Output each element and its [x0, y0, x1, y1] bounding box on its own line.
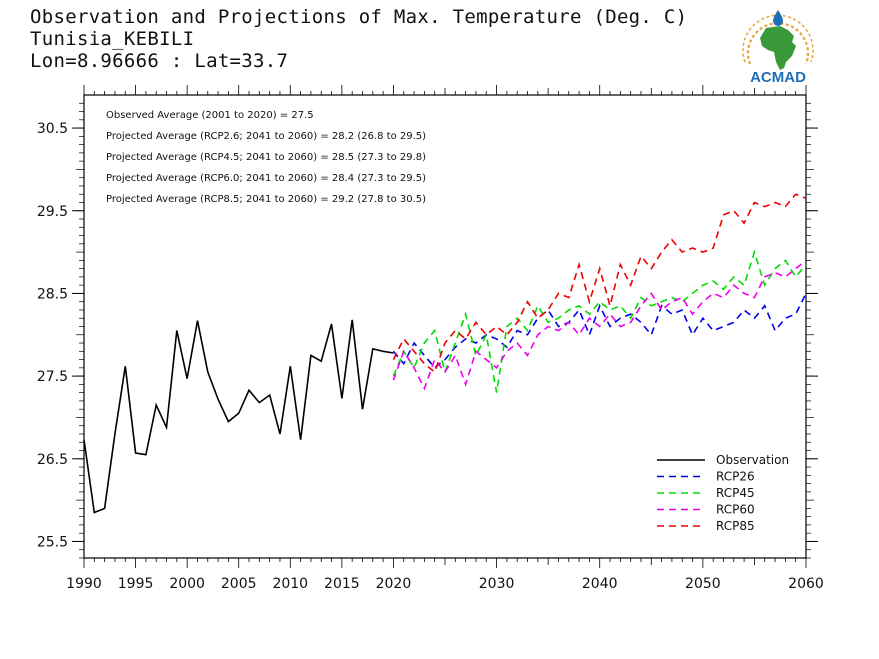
y-tick-label: 25.5: [37, 534, 68, 550]
y-tick-label: 28.5: [37, 286, 68, 302]
x-tick-label: 2050: [685, 576, 721, 592]
y-tick-label: 27.5: [37, 369, 68, 385]
water-drop-icon: [773, 10, 783, 26]
y-tick-label: 29.5: [37, 204, 68, 220]
chart-title: Observation and Projections of Max. Temp…: [30, 6, 688, 28]
x-tick-label: 2000: [169, 576, 205, 592]
y-tick-label: 26.5: [37, 452, 68, 468]
chart-title-block: Observation and Projections of Max. Temp…: [30, 6, 687, 72]
x-tick-label: 2015: [324, 576, 360, 592]
stat-line: Observed Average (2001 to 2020) = 27.5: [106, 110, 314, 121]
location-label: Tunisia_KEBILI: [30, 28, 195, 50]
statistics-annotation: Observed Average (2001 to 2020) = 27.5 Pr…: [106, 110, 426, 205]
x-tick-label: 2040: [582, 576, 618, 592]
data-series: [83, 193, 807, 514]
africa-map-icon: [760, 26, 796, 70]
legend-label: Observation: [716, 453, 789, 467]
legend-label: RCP26: [716, 470, 755, 484]
legend-label: RCP85: [716, 519, 755, 533]
legend-label: RCP45: [716, 486, 755, 500]
series-line-rcp60: [392, 259, 807, 391]
x-axis: 1990 1995 2000 2005 2010 2015 2020 2030 2040 2050…: [66, 85, 824, 592]
coordinates-label: Lon=8.96666 : Lat=33.7: [30, 50, 289, 72]
series-line-rcp26: [392, 293, 807, 369]
x-tick-label: 2060: [788, 576, 824, 592]
acmad-logo-text: ACMAD: [750, 69, 806, 86]
legend: Observation RCP26 RCP45 RCP60 RCP85: [657, 453, 789, 533]
stat-line: Projected Average (RCP8.5; 2041 to 2060)…: [106, 194, 426, 205]
x-tick-label: 2005: [221, 576, 257, 592]
stat-line: Projected Average (RCP6.0; 2041 to 2060)…: [106, 173, 426, 184]
series-line-observation: [83, 319, 394, 514]
y-tick-label: 30.5: [37, 121, 68, 137]
x-tick-label: 2030: [479, 576, 515, 592]
y-axis: 25.5 26.5 27.5 28.5 29.5 30.5: [37, 102, 818, 559]
stat-line: Projected Average (RCP4.5; 2041 to 2060)…: [106, 152, 426, 163]
series-line-rcp85: [392, 193, 807, 374]
series-line-rcp45: [392, 249, 807, 393]
stat-line: Projected Average (RCP2.6; 2041 to 2060)…: [106, 131, 426, 142]
x-tick-label: 1990: [66, 576, 102, 592]
x-tick-label: 2020: [376, 576, 412, 592]
legend-label: RCP60: [716, 503, 755, 517]
acmad-logo: ACMAD: [742, 10, 814, 86]
x-tick-label: 1995: [118, 576, 154, 592]
x-tick-label: 2010: [272, 576, 308, 592]
